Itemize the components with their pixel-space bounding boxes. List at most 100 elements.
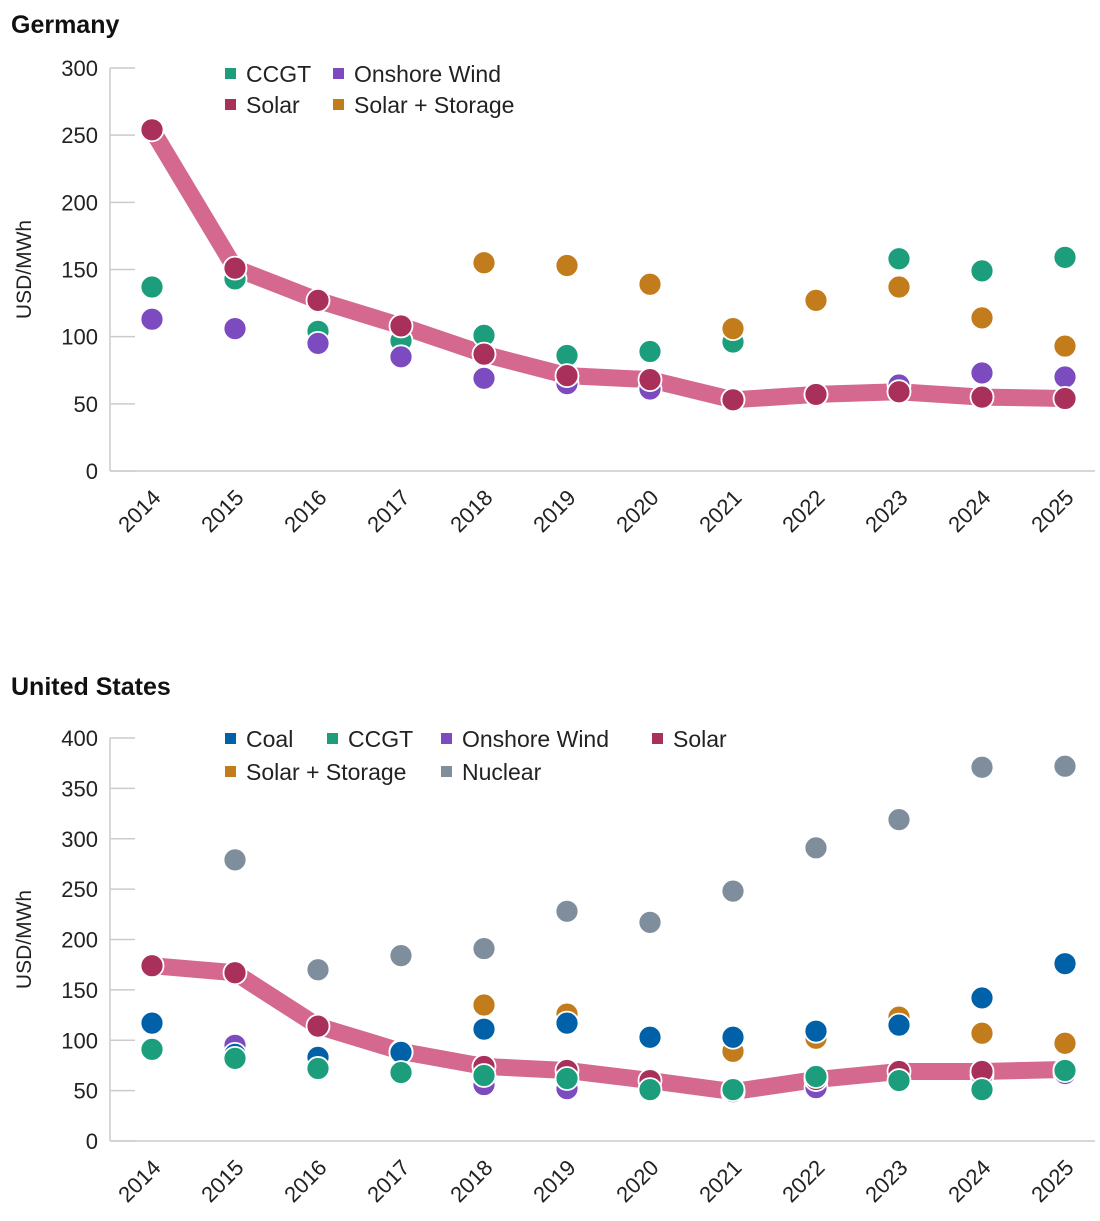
data-point [637,339,663,364]
data-point [305,1056,331,1081]
legend-label: Nuclear [462,759,542,785]
x-tick-label: 2021 [694,1155,746,1207]
x-tick-label: 2019 [528,1155,580,1207]
legend-swatch [652,733,663,744]
legend-swatch [225,99,236,110]
data-point [222,316,248,342]
legend-swatch [225,733,236,744]
data-point [969,1020,995,1046]
data-point [305,330,331,356]
data-point [471,250,497,276]
data-point [388,313,414,339]
data-point [1052,333,1078,359]
x-tick-label: 2025 [1026,1155,1078,1207]
legend-label: Solar [246,92,300,118]
y-tick-label: 200 [61,928,98,953]
chart-title: Germany [11,11,119,39]
data-point [1052,753,1078,779]
y-tick-label: 50 [74,1079,98,1104]
x-tick-label: 2019 [528,485,580,537]
data-point [886,807,912,833]
y-tick-label: 350 [61,776,98,801]
y-tick-label: 100 [61,325,98,350]
x-tick-label: 2014 [113,1155,165,1207]
data-point [222,960,248,986]
data-point [637,367,663,393]
series-ccgt [139,245,1078,368]
x-tick-label: 2024 [943,1155,995,1207]
solar-trend-line [151,957,1066,1101]
data-point [1052,1030,1078,1056]
data-point [720,878,746,904]
data-point [554,1066,580,1091]
data-point [637,909,663,935]
x-tick-label: 2018 [445,485,497,537]
legend-swatch [333,68,344,79]
x-tick-label: 2021 [694,485,746,537]
data-point [886,274,912,300]
legend-label: Coal [246,726,293,752]
data-point [554,253,580,278]
data-point [471,365,497,391]
legend-swatch [225,68,236,79]
x-tick-label: 2017 [362,1155,414,1207]
legend-swatch [441,766,452,777]
data-point [1052,245,1078,270]
data-point [803,1064,829,1089]
legend: CCGT Onshore Wind Solar Solar + Storage [225,61,514,118]
data-point [637,1024,663,1050]
data-point [803,382,829,407]
chart-1: United States 0 50 100 150 200 250 300 350 400 USD… [11,673,1095,1207]
legend-label: Solar + Storage [246,759,406,785]
data-point [720,1077,746,1103]
legend-swatch [441,733,452,744]
data-point [637,271,663,297]
y-tick-label: 300 [61,56,98,81]
series-solar-storage [471,250,1078,359]
data-point [803,287,829,313]
data-point [886,246,912,272]
x-tick-label: 2022 [777,1155,829,1207]
y-tick-label: 0 [86,1129,98,1154]
data-point [554,363,580,389]
x-tick-label: 2018 [445,1155,497,1207]
series-ccgt [139,1036,1078,1103]
x-tick-label: 2023 [860,1155,912,1207]
legend-swatch [327,733,338,744]
data-point [139,306,165,332]
data-point [969,258,995,284]
data-point [969,384,995,410]
x-tick-label: 2015 [196,1155,248,1207]
y-tick-label: 150 [61,978,98,1003]
data-point [471,341,497,367]
x-tick-label: 2016 [279,1155,331,1207]
y-tick-label: 250 [61,123,98,148]
data-point [637,1077,663,1103]
data-point [388,943,414,969]
data-point [969,754,995,780]
data-point [222,1045,248,1071]
data-point [471,1016,497,1042]
legend: Coal CCGT Onshore Wind Solar Solar + Storage… [225,726,727,785]
data-point [1052,951,1078,977]
data-point [720,387,746,413]
y-tick-label: 50 [74,392,98,417]
data-point [969,305,995,331]
x-tick-label: 2025 [1026,485,1078,537]
data-point [969,1077,995,1103]
data-point [803,835,829,861]
data-point [139,274,165,300]
legend-label: Solar [673,726,727,752]
data-point [471,936,497,961]
legend-label: Solar + Storage [354,92,514,118]
data-point [388,344,414,370]
data-point [803,1018,829,1044]
data-point [720,1024,746,1050]
data-point [305,287,331,313]
x-tick-label: 2024 [943,485,995,537]
data-point [305,957,331,983]
data-point [388,1060,414,1085]
data-point [222,847,248,873]
